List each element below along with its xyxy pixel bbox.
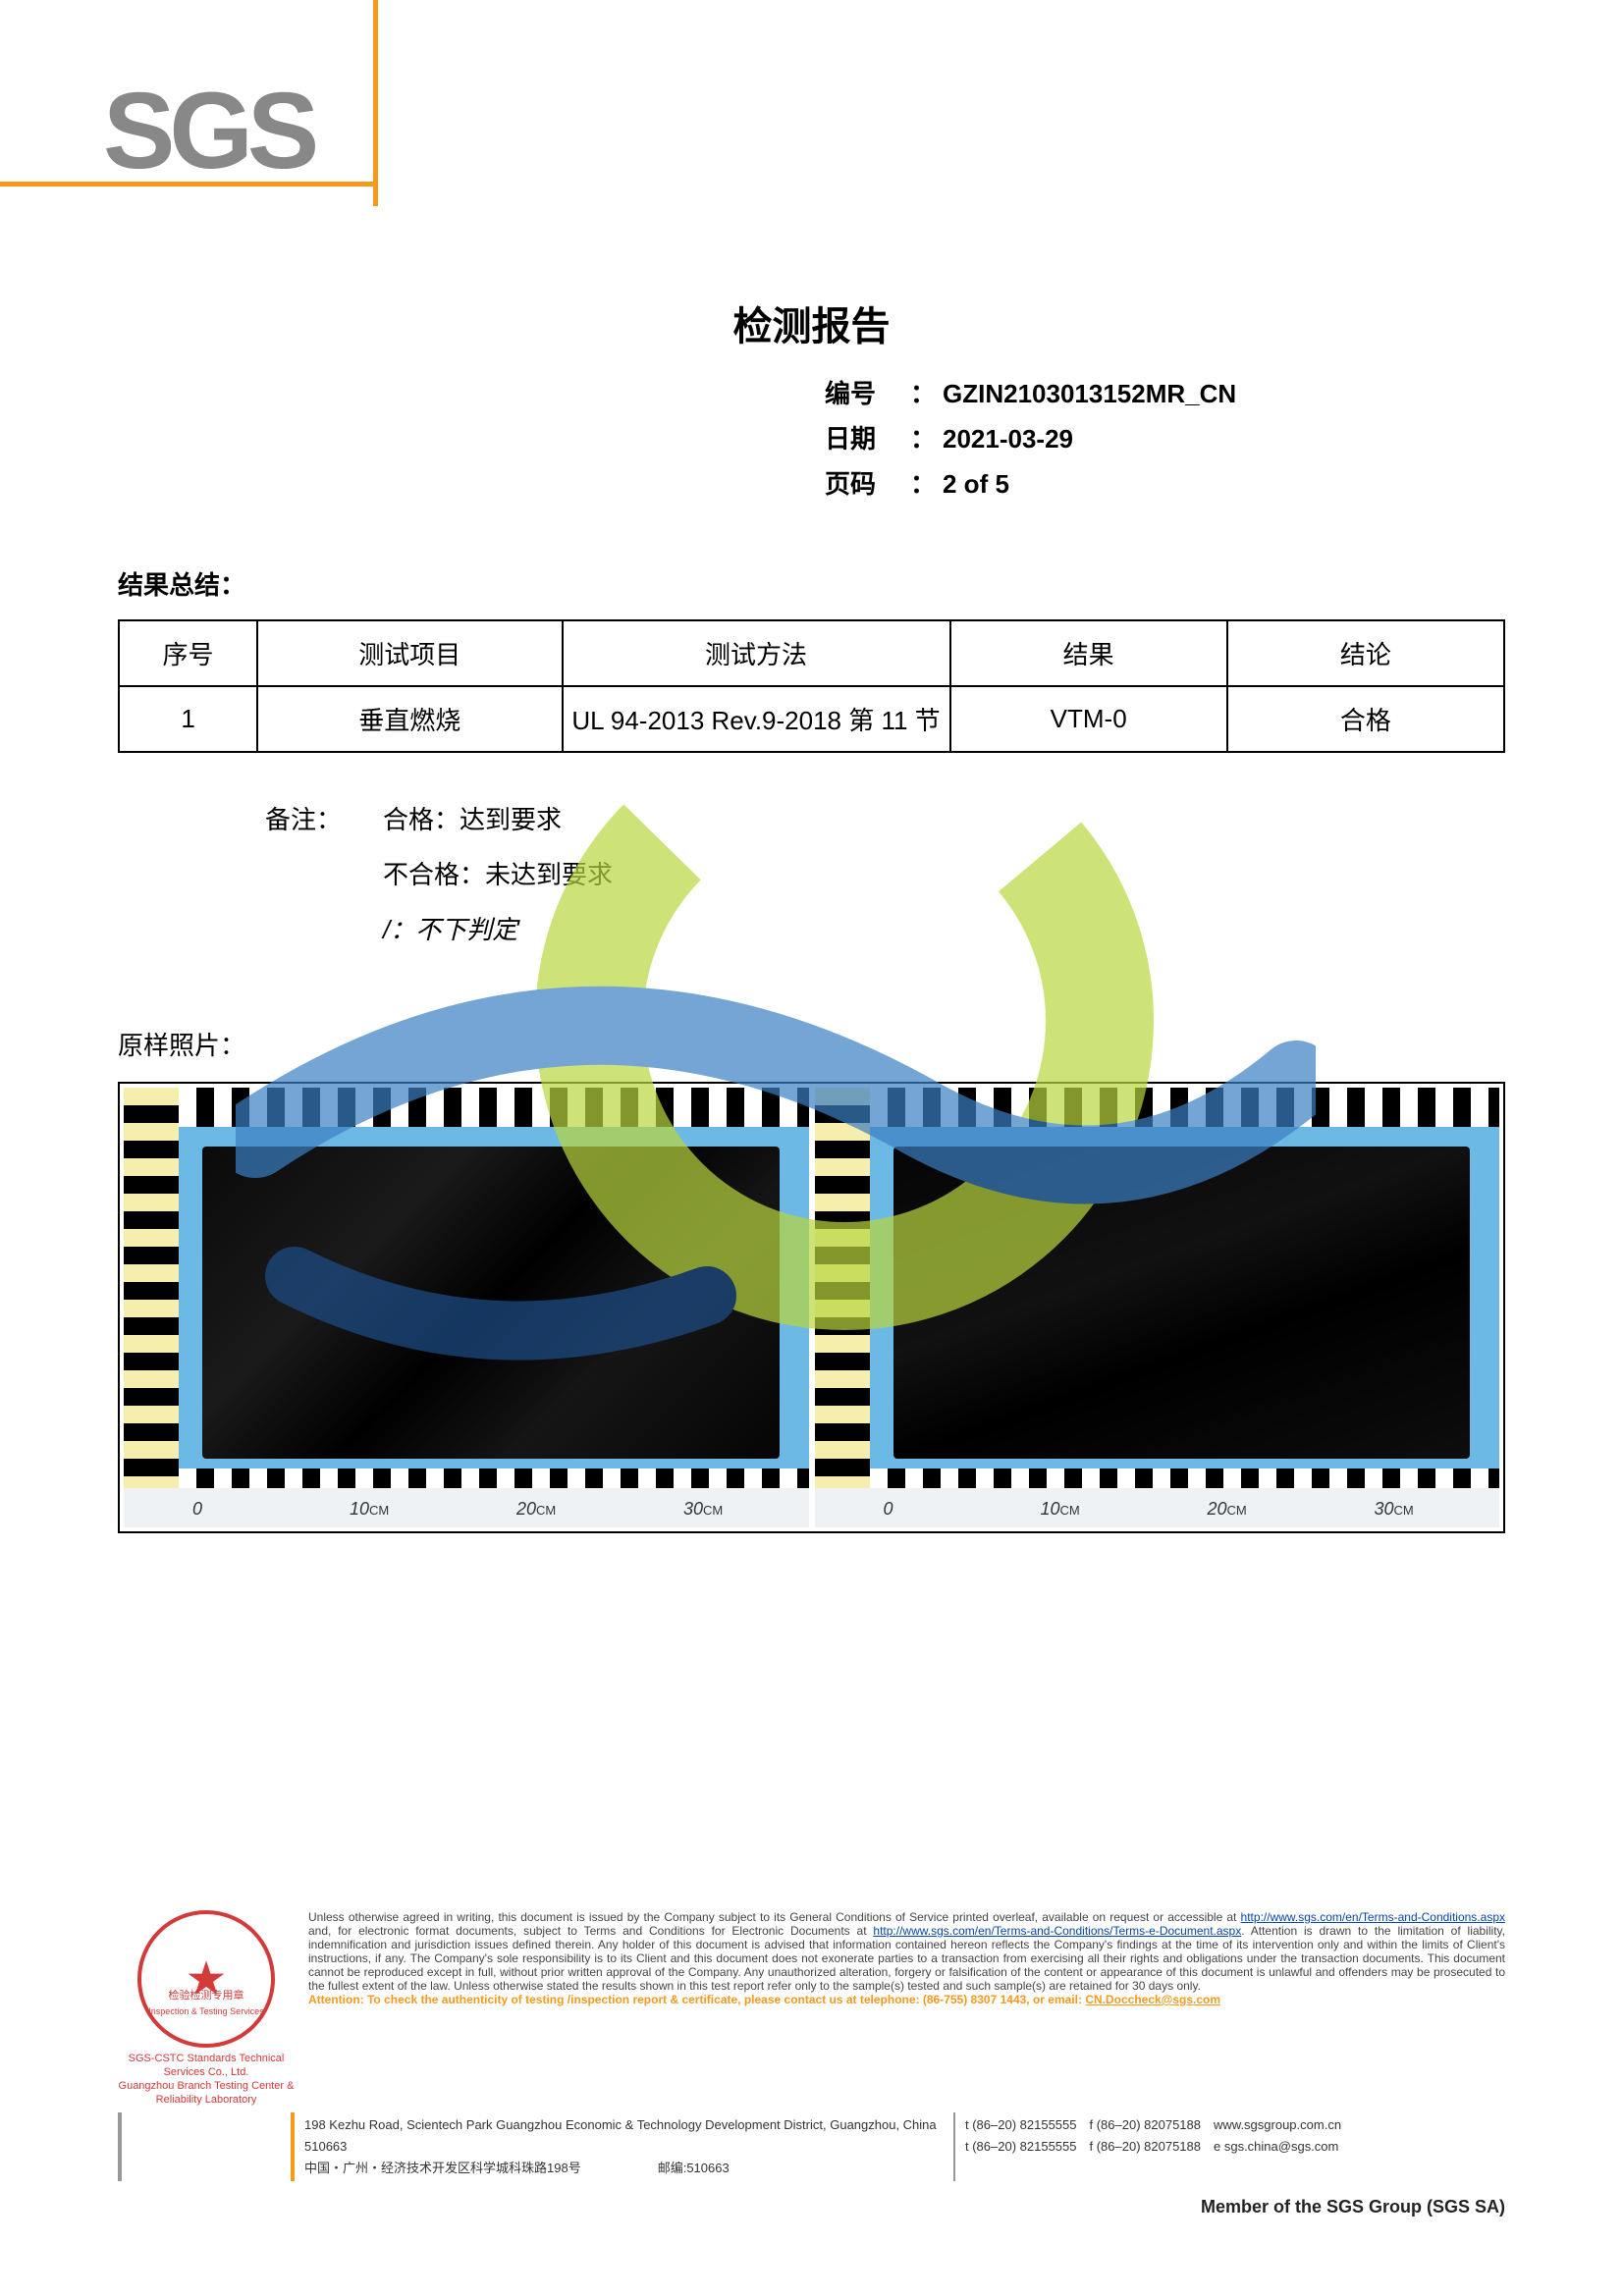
report-title: 检测报告 [118, 294, 1505, 351]
meta-number-value: GZIN2103013152MR_CN [943, 371, 1236, 416]
footer-address-bar: 198 Kezhu Road, Scientech Park Guangzhou… [118, 2112, 1505, 2181]
disclaimer-text: Unless otherwise agreed in writing, this… [308, 1910, 1505, 2006]
ruler-mark: 10CM [350, 1499, 389, 1520]
ruler-horizontal-bottom: 0 10CM 20CM 30CM [815, 1488, 1500, 1527]
report-meta: 编号 ： GZIN2103013152MR_CN 日期 ： 2021-03-29… [825, 371, 1505, 507]
disclaimer-attention: Attention: To check the authenticity of … [308, 1993, 1220, 2006]
meta-date-label: 日期 [825, 416, 903, 461]
ruler-vertical [815, 1088, 870, 1488]
logo-text: SGS [103, 71, 313, 191]
photo-heading: 原样照片： [118, 1026, 1505, 1062]
footer-address: 198 Kezhu Road, Scientech Park Guangzhou… [295, 2112, 955, 2181]
footer-contact: t (86–20) 82155555 f (86–20) 82075188 ww… [955, 2112, 1505, 2181]
meta-number-label: 编号 [825, 371, 903, 416]
stamp-text-en: Inspection & Testing Services [141, 2006, 271, 2016]
cell-method: UL 94-2013 Rev.9-2018 第 11 节 [563, 686, 950, 752]
th-conclusion: 结论 [1227, 620, 1504, 686]
results-heading: 结果总结： [118, 565, 1505, 602]
cell-seq: 1 [119, 686, 257, 752]
ruler-mark: 20CM [516, 1499, 556, 1520]
th-seq: 序号 [119, 620, 257, 686]
meta-page-label: 页码 [825, 461, 903, 507]
notes-line: 合格：达到要求 [383, 792, 562, 847]
cell-item: 垂直燃烧 [257, 686, 562, 752]
ruler-mark: 30CM [1375, 1499, 1414, 1520]
results-table: 序号 测试项目 测试方法 结果 结论 1 垂直燃烧 UL 94-2013 Rev… [118, 619, 1505, 753]
stamp-text-cn: 检验检测专用章 [141, 1987, 271, 2002]
ruler-mark: 30CM [683, 1499, 723, 1520]
logo-accent-vline [373, 0, 378, 206]
meta-date-value: 2021-03-29 [943, 416, 1073, 461]
ruler-horizontal-bottom: 0 10CM 20CM 30CM [124, 1488, 809, 1527]
th-method: 测试方法 [563, 620, 950, 686]
table-row: 1 垂直燃烧 UL 94-2013 Rev.9-2018 第 11 节 VTM-… [119, 686, 1504, 752]
sample-fabric [893, 1147, 1471, 1459]
sgs-logo: SGS [103, 69, 447, 206]
stamp-caption: SGS-CSTC Standards Technical Services Co… [118, 2052, 295, 2107]
sample-fabric [202, 1147, 780, 1459]
ruler-mark: 0 [884, 1499, 893, 1520]
member-line: Member of the SGS Group (SGS SA) [118, 2197, 1505, 2217]
meta-colon: ： [903, 416, 943, 461]
sample-photo-right: 0 10CM 20CM 30CM [815, 1088, 1500, 1527]
notes-label: 备注： [265, 792, 383, 847]
footer-left-label [118, 2112, 295, 2181]
ruler-mark: 10CM [1041, 1499, 1080, 1520]
meta-colon: ： [903, 461, 943, 507]
th-result: 结果 [950, 620, 1227, 686]
page-footer: ★ 检验检测专用章 Inspection & Testing Services … [118, 1910, 1505, 2217]
ruler-horizontal-top [870, 1088, 1500, 1127]
cell-conclusion: 合格 [1227, 686, 1504, 752]
inspection-stamp: ★ 检验检测专用章 Inspection & Testing Services … [118, 1910, 295, 2107]
meta-page-value: 2 of 5 [943, 461, 1009, 507]
sample-photo-frame: 0 10CM 20CM 30CM 0 10CM 20CM 30CM [118, 1082, 1505, 1533]
ruler-ticks [870, 1468, 1500, 1488]
terms-edoc-link[interactable]: http://www.sgs.com/en/Terms-and-Conditio… [873, 1924, 1241, 1938]
sample-photo-left: 0 10CM 20CM 30CM [124, 1088, 809, 1527]
ruler-horizontal-top [179, 1088, 809, 1127]
logo-accent-hline [0, 182, 373, 187]
ruler-mark: 0 [192, 1499, 202, 1520]
ruler-mark: 20CM [1208, 1499, 1247, 1520]
meta-colon: ： [903, 371, 943, 416]
th-item: 测试项目 [257, 620, 562, 686]
notes-line: /：不下判定 [383, 902, 517, 957]
ruler-ticks [179, 1468, 809, 1488]
terms-link[interactable]: http://www.sgs.com/en/Terms-and-Conditio… [1241, 1910, 1505, 1924]
ruler-vertical [124, 1088, 179, 1488]
notes-line: 不合格：未达到要求 [383, 847, 613, 902]
cell-result: VTM-0 [950, 686, 1227, 752]
notes-block: 备注： 合格：达到要求 不合格：未达到要求 /：不下判定 [265, 792, 1505, 957]
